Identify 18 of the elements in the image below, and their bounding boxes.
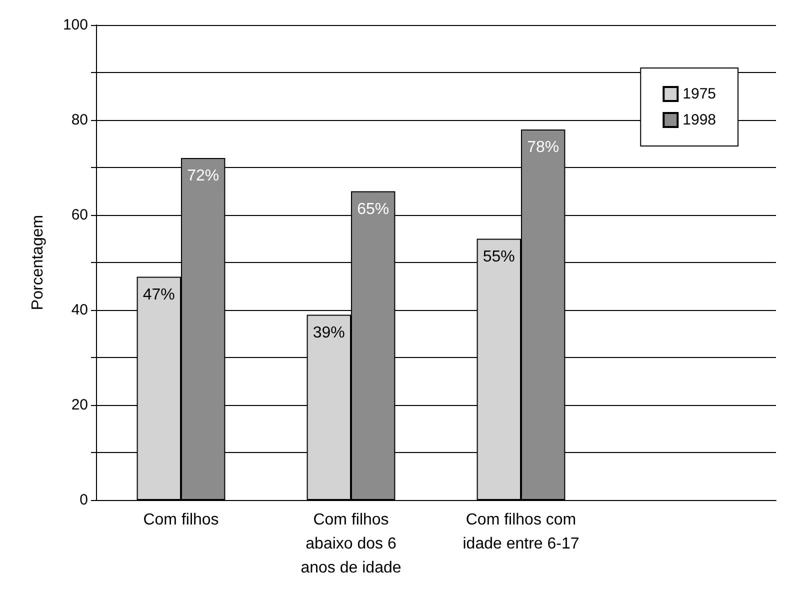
data-label: 39% — [312, 324, 345, 342]
y-tick-label: 60 — [71, 206, 88, 224]
y-tick-label: 0 — [80, 492, 88, 508]
data-label: 65% — [357, 200, 390, 218]
x-tick-label: Com filhos abaixo dos 6 anos de idade — [300, 512, 402, 576]
x-tick-label: Com filhos — [143, 512, 219, 528]
x-tick-label: Com filhos com idade entre 6-17 — [462, 512, 580, 552]
y-tick-label: 80 — [71, 112, 88, 128]
y-tick-label: 20 — [71, 396, 88, 414]
y-tick-label: 40 — [71, 302, 88, 318]
data-label: 78% — [527, 139, 560, 156]
data-label: 72% — [187, 168, 220, 184]
y-axis-title: Porcentagem — [30, 214, 46, 310]
data-label: 47% — [142, 286, 175, 304]
legend-label: 1998 — [682, 112, 716, 128]
y-tick-label: 100 — [62, 16, 88, 34]
data-label: 55% — [482, 248, 515, 266]
legend-label: 1975 — [682, 86, 716, 102]
